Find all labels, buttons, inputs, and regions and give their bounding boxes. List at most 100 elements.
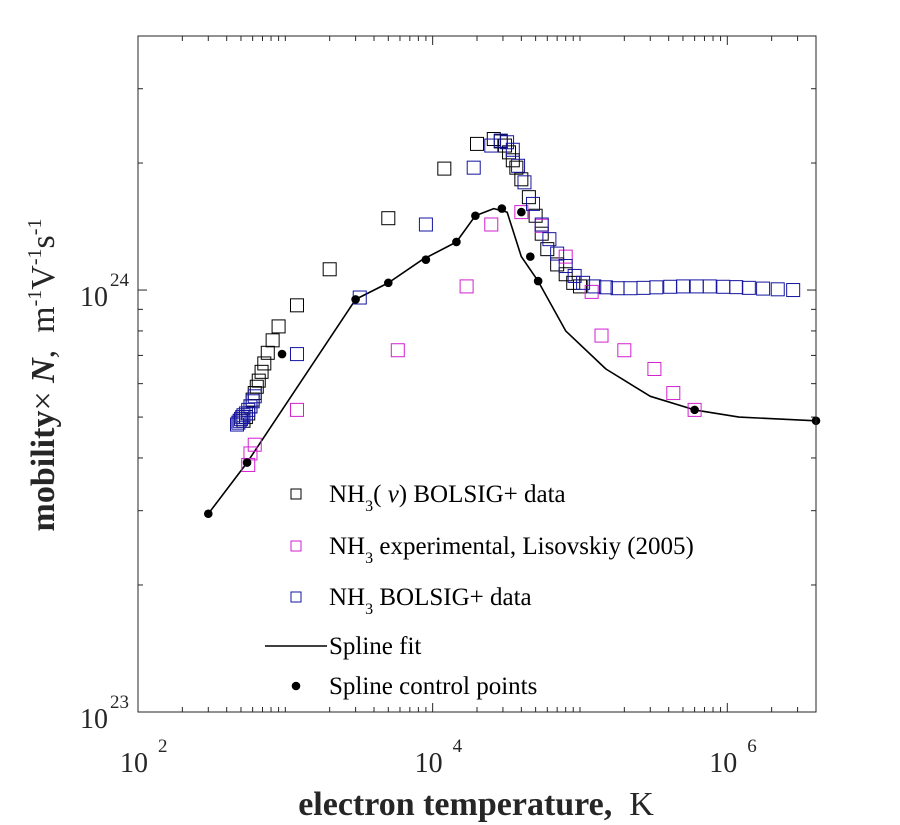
data-point-series-0 [514,172,529,187]
data-point-series-2 [756,281,771,296]
x-tick-label: 10 [709,748,737,779]
y-tick-label: 10 [80,282,108,313]
data-point-series-1 [647,361,662,376]
axes-box [137,35,817,713]
legend-dot-control [291,681,301,691]
data-point-series-2 [675,279,690,294]
data-point-series-2 [649,280,664,295]
spline-control-point [277,349,287,359]
data-point-series-2 [598,280,613,295]
data-point-series-2 [741,280,756,295]
legend-label-4: Spline control points [329,673,537,700]
data-point-series-2 [770,282,785,297]
data-point-series-1 [617,343,632,358]
data-point-series-2 [243,399,258,414]
spline-control-point [242,458,252,467]
x-tick-label: 10 [415,748,443,779]
data-point-series-2 [587,279,602,294]
x-tick-exponent: 4 [453,736,463,757]
spline-control-point [471,211,480,221]
data-point-series-2 [289,347,304,362]
data-point-series-2 [526,196,541,211]
data-point-series-1 [243,446,258,461]
data-point-series-1 [289,402,304,417]
data-point-series-2 [558,259,573,274]
data-point-series-2 [576,275,591,290]
y-tick-exponent: 23 [110,692,129,713]
legend: NH3​( v) BOLSIG+ data NH3​ experimental, … [265,481,694,700]
data-point-series-2 [550,246,565,261]
data-point-series-0 [470,136,484,151]
data-point-series-2 [231,415,246,430]
data-point-series-1 [247,437,262,452]
data-point-series-0 [502,145,517,160]
data-point-series-2 [517,175,532,190]
data-point-series-0 [558,267,573,282]
data-point-series-0 [572,279,587,294]
data-point-series-0 [289,298,304,313]
y-tick-label: 10 [80,704,108,735]
spline-control-point [533,276,543,286]
x-axis-title: electron temperature, K [298,786,654,823]
legend-marker-0 [290,488,302,500]
spline-control-point [421,255,431,265]
data-point-series-2 [245,394,260,409]
plot-area [138,36,816,712]
data-point-series-2 [534,217,549,232]
spline-control-point [497,204,507,213]
data-point-series-2 [484,138,499,153]
data-point-series-0 [271,319,286,334]
legend-label-2: NH3​ BOLSIG+ data [329,584,532,618]
data-point-series-1 [459,279,474,294]
data-point-series-0 [381,211,396,226]
data-point-series-2 [235,410,250,425]
spline-control-point [690,405,699,415]
data-point-series-1 [687,402,702,417]
data-point-series-2 [418,217,433,232]
data-point-series-1 [594,328,609,343]
data-point-series-2 [702,279,717,294]
data-point-series-1 [514,205,529,220]
data-point-series-2 [466,160,481,175]
spline-control-point [203,509,213,519]
data-markers-layer [203,132,821,519]
data-point-series-2 [511,158,526,173]
data-point-series-0 [505,153,520,168]
legend-label-0: NH3​( v) BOLSIG+ data [329,481,566,515]
axis-ticks [137,35,817,713]
data-point-series-0 [322,262,337,277]
data-point-series-1 [390,343,405,358]
data-point-series-0 [509,160,524,175]
data-point-series-0 [265,333,280,348]
y-tick-exponent: 24 [110,270,130,291]
data-point-series-0 [257,356,272,371]
x-tick-exponent: 2 [158,736,168,757]
x-tick-label: 10 [120,748,148,779]
data-point-series-0 [437,161,452,176]
spline-fit-line [207,207,817,515]
data-point-series-1 [666,386,681,401]
data-point-series-1 [584,284,599,299]
data-point-series-0 [534,226,549,241]
data-point-series-1 [484,217,499,232]
x-tick-exponent: 6 [747,736,757,757]
spline-control-point [452,237,461,247]
data-point-series-2 [500,135,515,150]
spline-fit-layer [207,207,817,515]
axis-titles: electron temperature, K mobility× N, m-1​… [24,219,654,823]
spline-control-point [525,252,535,261]
data-point-series-0 [260,345,275,360]
legend-label-3: Spline fit [329,633,421,660]
legend-marker-2 [290,591,302,603]
data-point-series-2 [241,402,256,417]
spline-control-point [517,207,526,217]
data-point-series-1 [558,249,573,264]
data-point-series-0 [251,373,266,388]
spline-control-point [384,278,393,288]
data-point-series-0 [540,242,555,257]
legend-marker-1 [290,540,302,552]
data-point-series-0 [550,257,565,272]
data-point-series-2 [505,142,520,157]
